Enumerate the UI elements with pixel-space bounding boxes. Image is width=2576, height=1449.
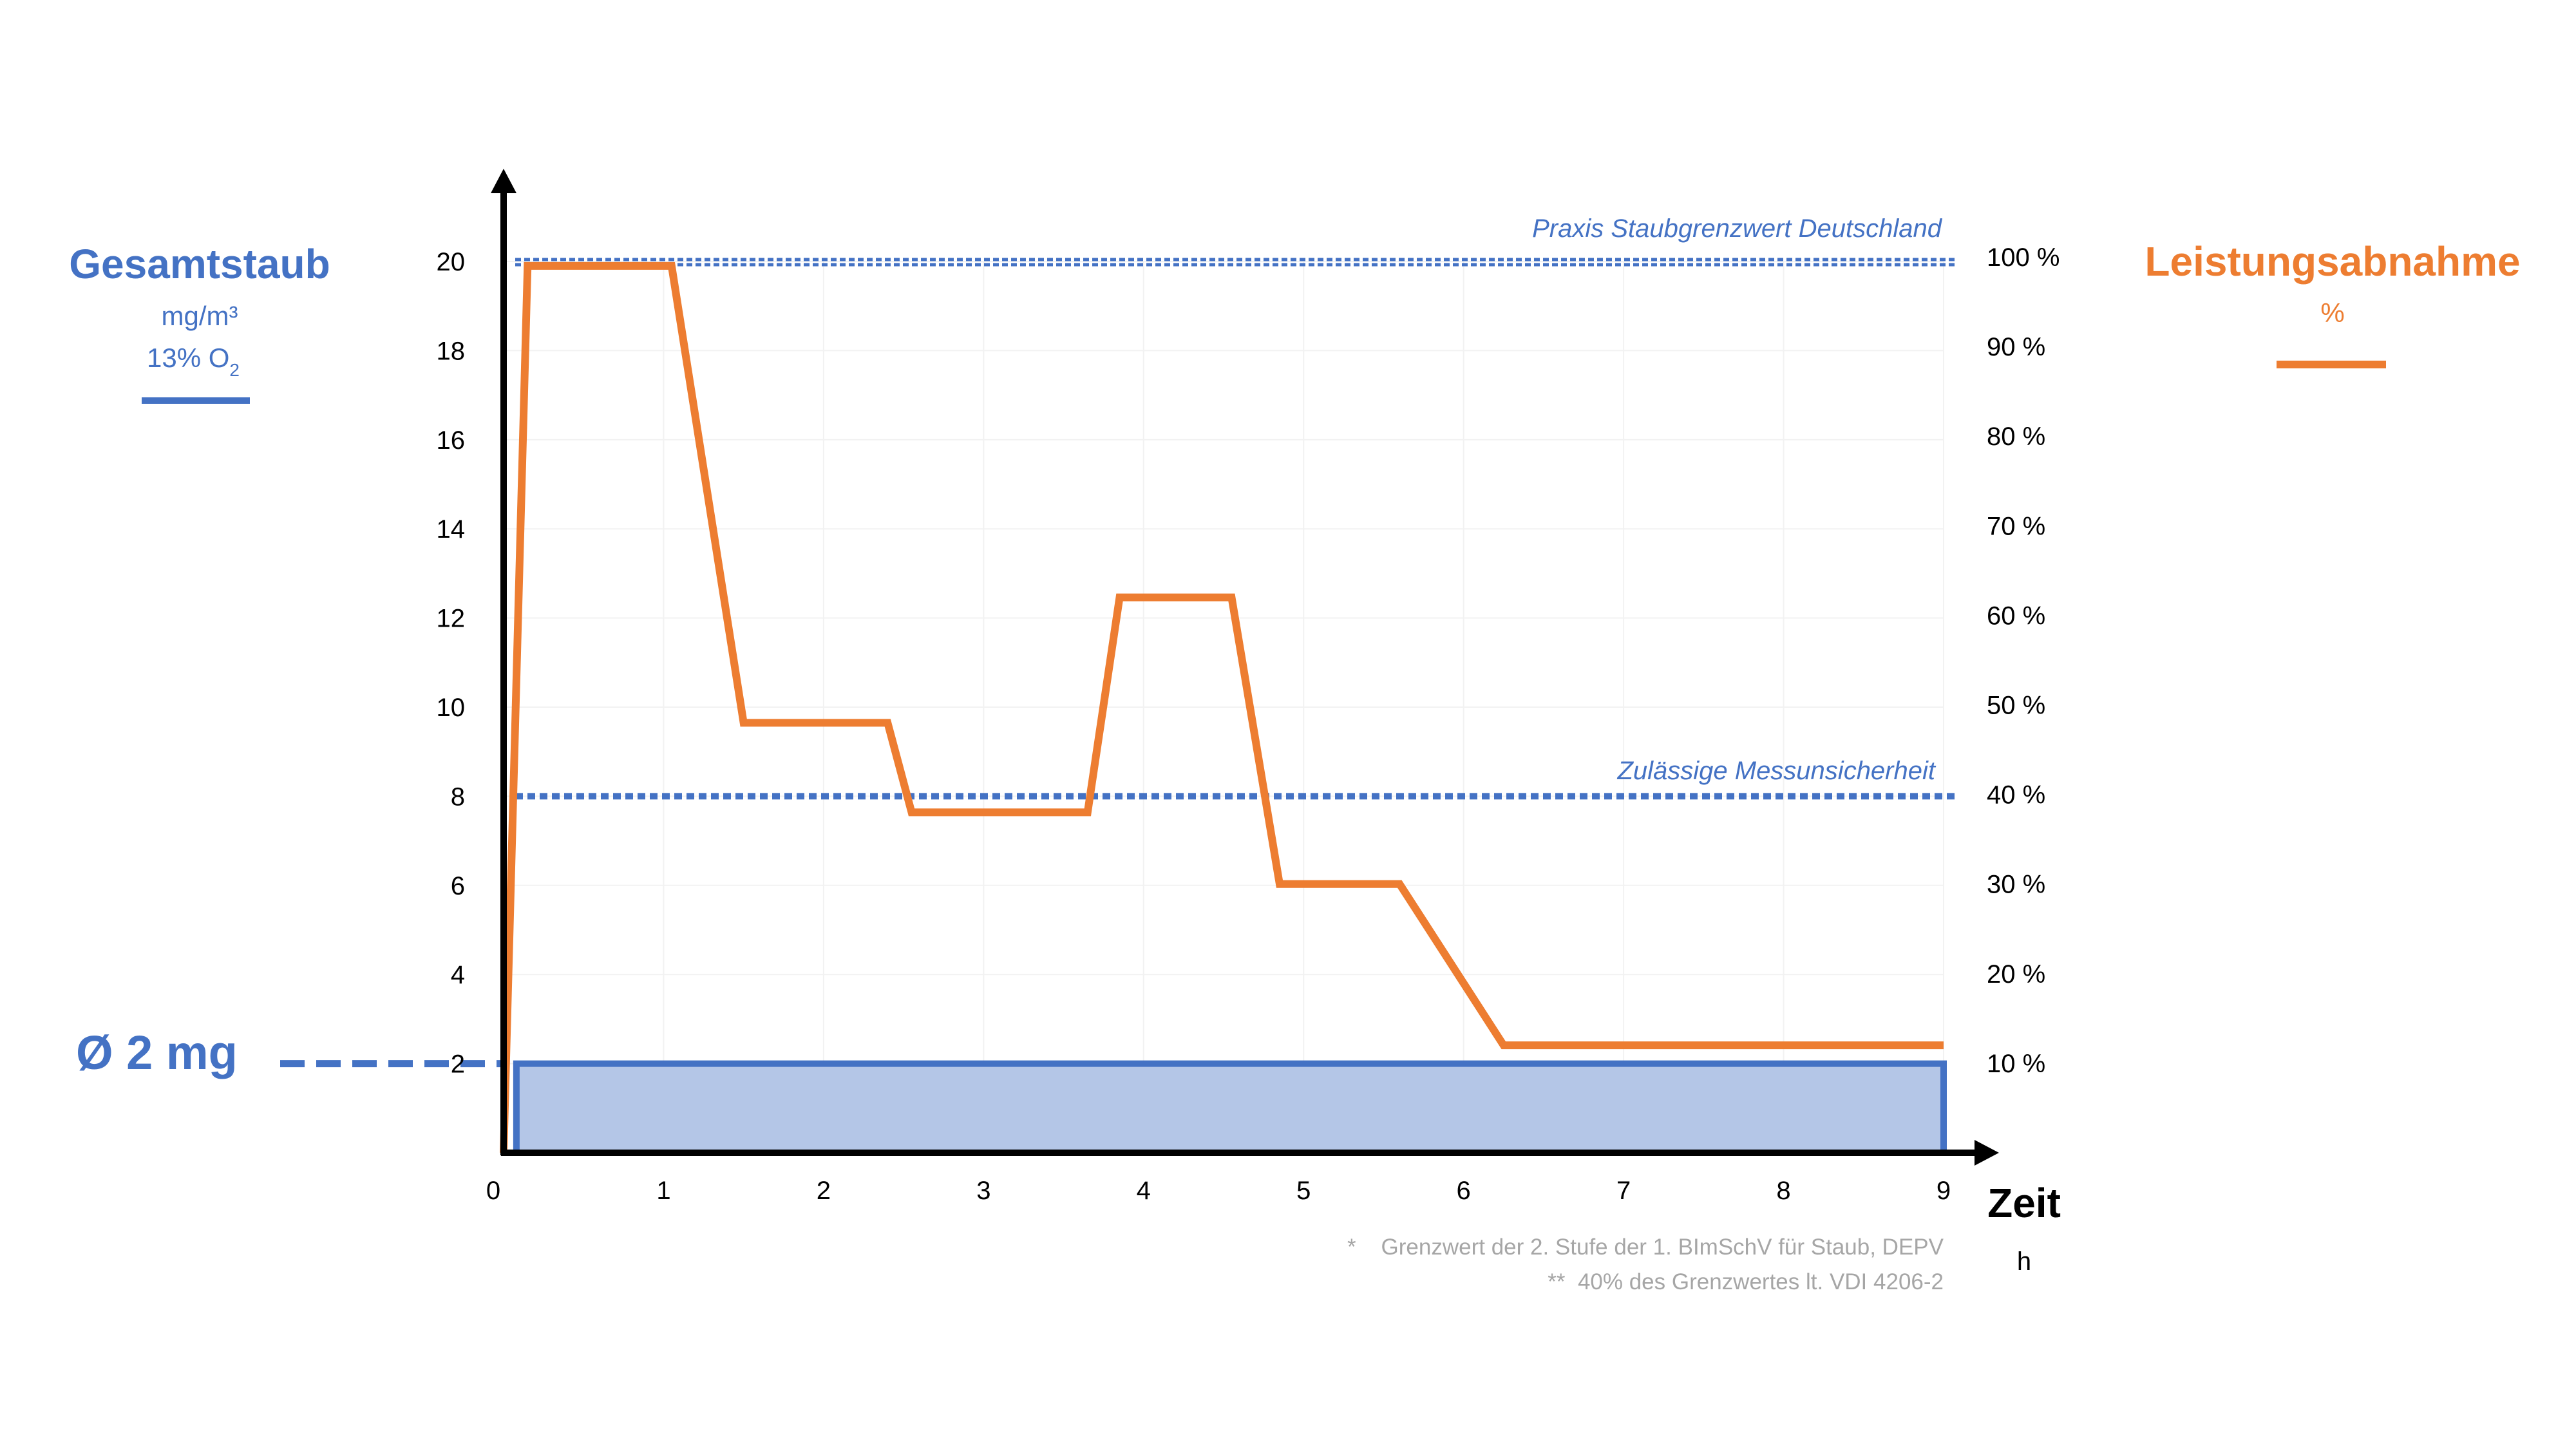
left-axis-title: Gesamtstaub	[69, 241, 330, 287]
left-tick-label: 10	[437, 694, 466, 722]
grid	[504, 261, 1944, 1153]
x-tick-label: 6	[1457, 1177, 1471, 1205]
left-tick-label: 6	[451, 872, 465, 900]
right-tick-label: 90 %	[1987, 333, 2045, 361]
x-tick-label: 0	[486, 1177, 500, 1205]
dust-area-layer	[504, 1060, 1947, 1156]
x-tick-label: 2	[817, 1177, 831, 1205]
avg-label: Ø 2 mg	[76, 1026, 238, 1079]
left-axis-unit2-main: 13% O	[147, 343, 229, 373]
series-leistungsabnahme-line	[500, 261, 1944, 1153]
x-axis-arrow	[1975, 1140, 1999, 1166]
x-tick-label: 4	[1137, 1177, 1151, 1205]
footnote-1: * Grenzwert der 2. Stufe der 1. BImSchV …	[1347, 1235, 1944, 1260]
x-axis-unit: h	[2017, 1247, 2031, 1276]
uncertainty-label: Zulässige Messunsicherheit	[1616, 757, 1936, 785]
right-tick-label: 70 %	[1987, 512, 2045, 540]
left-axis-unit: mg/m³	[162, 301, 238, 331]
reference-lines	[280, 258, 1956, 1068]
right-tick-label: 40 %	[1987, 781, 2045, 810]
left-tick-label: 4	[451, 961, 465, 989]
x-tick-label: 7	[1616, 1177, 1631, 1205]
x-axis-label: Zeit	[1987, 1180, 2061, 1226]
x-tick-label: 1	[656, 1177, 670, 1205]
right-tick-label: 10 %	[1987, 1050, 2045, 1078]
y-axis-arrow	[491, 169, 516, 193]
series-gesamtstaub-area	[504, 1060, 1947, 1156]
left-tick-label: 12	[437, 605, 466, 633]
x-tick-label: 8	[1776, 1177, 1790, 1205]
x-tick-label: 3	[976, 1177, 990, 1205]
left-tick-label: 2	[451, 1050, 465, 1079]
left-tick-label: 18	[437, 337, 466, 365]
right-tick-label: 100 %	[1987, 243, 2060, 272]
right-tick-label: 80 %	[1987, 422, 2045, 451]
power-line-layer	[500, 261, 1944, 1153]
right-tick-label: 50 %	[1987, 692, 2045, 720]
right-tick-label: 20 %	[1987, 960, 2045, 989]
left-tick-label: 8	[451, 782, 465, 811]
left-tick-label: 16	[437, 426, 466, 455]
left-axis-unit2: 13% O2	[147, 343, 240, 380]
right-axis-title: Leistungsabnahme	[2145, 238, 2520, 285]
right-axis-unit: %	[2320, 298, 2344, 328]
right-tick-label: 60 %	[1987, 601, 2045, 630]
left-tick-label: 20	[437, 248, 466, 276]
axes	[491, 169, 1999, 1166]
x-tick-label: 5	[1296, 1177, 1311, 1205]
limit-label: Praxis Staubgrenzwert Deutschland	[1532, 214, 1943, 243]
x-tick-label: 9	[1937, 1177, 1951, 1205]
left-tick-label: 14	[437, 515, 466, 544]
footnote-2: ** 40% des Grenzwertes lt. VDI 4206-2	[1548, 1269, 1944, 1294]
right-tick-label: 30 %	[1987, 871, 2045, 899]
left-axis-unit2-sub: 2	[229, 360, 240, 380]
